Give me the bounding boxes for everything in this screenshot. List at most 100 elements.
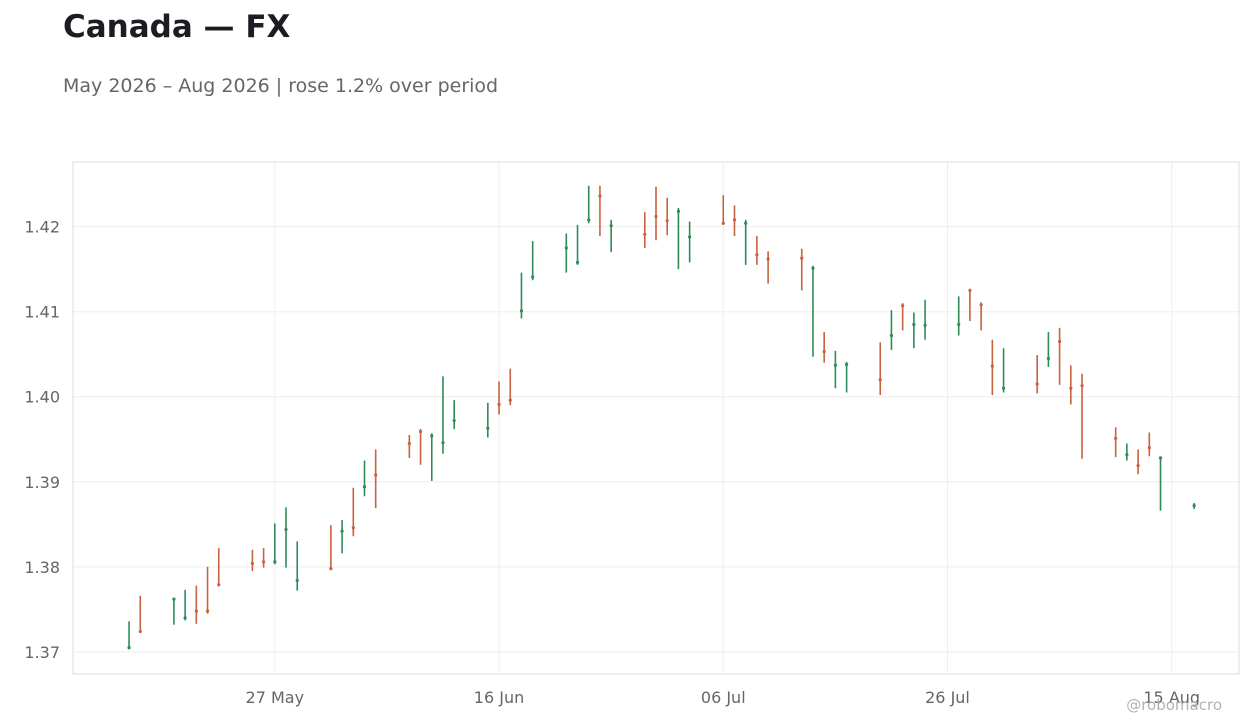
ohlc-bar xyxy=(1035,355,1039,394)
ohlc-bar xyxy=(575,224,580,265)
ohlc-bar xyxy=(407,435,411,458)
ohlc-close-marker xyxy=(340,529,344,533)
ohlc-close-marker xyxy=(1125,452,1129,457)
ohlc-bar xyxy=(811,265,815,357)
ohlc-bar xyxy=(284,507,288,568)
ohlc-close-marker xyxy=(587,218,591,222)
ohlc-bar xyxy=(418,429,423,465)
ohlc-bar xyxy=(452,400,456,430)
ohlc-close-marker xyxy=(901,304,905,308)
ohlc-bar xyxy=(261,548,266,568)
ohlc-bar xyxy=(564,233,568,273)
ohlc-close-marker xyxy=(351,526,355,530)
ohlc-close-marker xyxy=(1035,382,1039,386)
ohlc-close-marker xyxy=(430,434,434,438)
ohlc-close-marker xyxy=(665,219,669,223)
ohlc-bar xyxy=(721,195,725,225)
ohlc-bar xyxy=(800,248,804,291)
ohlc-bar xyxy=(968,288,972,322)
ohlc-bar xyxy=(508,368,512,406)
ohlc-bars xyxy=(127,185,1196,650)
ohlc-bar xyxy=(822,332,826,363)
plot-frame xyxy=(72,161,1240,675)
ohlc-bar xyxy=(990,339,994,396)
ohlc-bar xyxy=(519,272,524,319)
ohlc-bar xyxy=(250,549,254,572)
ohlc-close-marker xyxy=(205,609,210,613)
ohlc-bar xyxy=(430,433,434,481)
ohlc-bar xyxy=(127,621,131,650)
ohlc-close-marker xyxy=(418,430,423,434)
ohlc-close-marker xyxy=(172,597,176,601)
ohlc-close-marker xyxy=(688,235,692,239)
ohlc-close-marker xyxy=(878,378,882,382)
ohlc-bar xyxy=(643,212,647,248)
ohlc-close-marker xyxy=(811,266,815,270)
ohlc-close-marker xyxy=(273,560,277,564)
ohlc-close-marker xyxy=(531,275,535,279)
ohlc-close-marker xyxy=(609,224,613,228)
ohlc-close-marker xyxy=(452,418,456,423)
ohlc-close-marker xyxy=(575,260,580,264)
ohlc-close-marker xyxy=(1147,446,1151,450)
ohlc-close-marker xyxy=(990,364,994,368)
ohlc-bar xyxy=(744,219,748,265)
ohlc-bar xyxy=(732,205,737,236)
ohlc-close-marker xyxy=(1069,386,1073,390)
ohlc-close-marker xyxy=(127,646,131,650)
ohlc-bar xyxy=(1136,449,1140,475)
ohlc-close-marker xyxy=(217,583,221,587)
ohlc-close-marker xyxy=(362,485,367,489)
x-tick-label: 16 Jun xyxy=(474,688,524,707)
ohlc-close-marker xyxy=(766,257,770,261)
ohlc-bar xyxy=(329,525,333,571)
ohlc-close-marker xyxy=(138,629,142,634)
ohlc-bar xyxy=(587,185,591,224)
ohlc-bar xyxy=(1069,365,1073,405)
ohlc-close-marker xyxy=(968,288,972,293)
ohlc-bar xyxy=(362,460,367,497)
ohlc-close-marker xyxy=(654,214,658,219)
ohlc-close-marker xyxy=(1046,356,1051,361)
ohlc-bar xyxy=(609,219,613,253)
ohlc-bar xyxy=(844,361,849,393)
ohlc-bar xyxy=(374,449,378,509)
ohlc-close-marker xyxy=(889,333,894,338)
ohlc-bar xyxy=(1046,332,1051,367)
ohlc-close-marker xyxy=(755,253,759,257)
ohlc-bar xyxy=(273,523,277,565)
ohlc-close-marker xyxy=(250,561,254,566)
ohlc-close-marker xyxy=(732,218,737,222)
ohlc-close-marker xyxy=(923,323,927,327)
ohlc-close-marker xyxy=(407,441,411,446)
ohlc-bar xyxy=(295,541,299,591)
ohlc-bar xyxy=(654,186,658,241)
ohlc-bar xyxy=(497,381,501,415)
ohlc-close-marker xyxy=(676,209,681,213)
x-tick-label: 27 May xyxy=(246,688,305,707)
ohlc-bar xyxy=(923,299,927,340)
y-tick-label: 1.39 xyxy=(24,473,60,492)
ohlc-close-marker xyxy=(295,578,299,583)
ohlc-close-marker xyxy=(508,398,512,402)
ohlc-close-marker xyxy=(497,402,501,406)
ohlc-close-marker xyxy=(822,350,826,354)
y-tick-label: 1.38 xyxy=(24,558,60,577)
ohlc-bar xyxy=(1058,327,1062,385)
ohlc-bar xyxy=(676,207,681,270)
ohlc-bar xyxy=(531,241,535,281)
chart-title: Canada — FX xyxy=(63,9,291,45)
ohlc-bar xyxy=(957,296,961,336)
y-tick-label: 1.37 xyxy=(24,643,60,662)
ohlc-bar xyxy=(340,520,344,554)
ohlc-bar xyxy=(351,487,355,537)
ohlc-close-marker xyxy=(1058,339,1062,344)
ohlc-close-marker xyxy=(643,232,647,236)
y-tick-label: 1.42 xyxy=(24,218,60,237)
ohlc-close-marker xyxy=(519,309,524,313)
y-tick-label: 1.41 xyxy=(24,303,60,322)
ohlc-bar xyxy=(912,312,916,349)
ohlc-close-marker xyxy=(1114,436,1118,441)
ohlc-close-marker xyxy=(1158,456,1163,460)
